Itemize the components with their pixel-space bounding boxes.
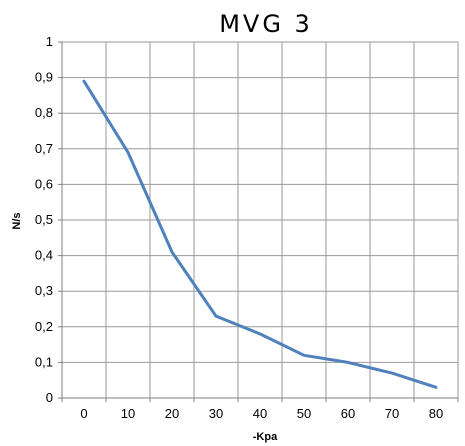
y-axis-label: N/s bbox=[11, 212, 23, 229]
x-tick-label: 60 bbox=[341, 406, 355, 421]
x-tick-label: 70 bbox=[385, 406, 399, 421]
x-tick-label: 10 bbox=[121, 406, 135, 421]
y-tick-label: 0,8 bbox=[35, 105, 53, 120]
y-tick-label: 0,1 bbox=[35, 354, 53, 369]
x-tick-label: 20 bbox=[165, 406, 179, 421]
grid bbox=[62, 41, 459, 398]
y-tick-label: 0,2 bbox=[35, 319, 53, 334]
y-tick-label: 0,4 bbox=[35, 248, 53, 263]
y-tick-label: 0,9 bbox=[35, 70, 53, 85]
y-tick-label: 0,5 bbox=[35, 212, 53, 227]
y-tick-label: 0 bbox=[46, 390, 53, 405]
y-tick-label: 1 bbox=[46, 34, 53, 49]
x-tick-label: 30 bbox=[209, 406, 223, 421]
y-tick-label: 0,6 bbox=[35, 176, 53, 191]
series-group bbox=[82, 79, 438, 389]
x-tick-label: 40 bbox=[253, 406, 267, 421]
y-tick-label: 0,7 bbox=[35, 141, 53, 156]
x-tick-label: 80 bbox=[429, 406, 443, 421]
axes bbox=[58, 41, 459, 402]
x-tick-labels: 0 10 20 30 40 50 60 70 80 bbox=[80, 406, 443, 421]
y-tick-label: 0,3 bbox=[35, 283, 53, 298]
chart-title: MVG 3 bbox=[219, 10, 313, 38]
x-tick-label: 50 bbox=[297, 406, 311, 421]
x-tick-label: 0 bbox=[80, 406, 87, 421]
y-tick-labels: 0 0,1 0,2 0,3 0,4 0,5 0,6 0,7 0,8 0,9 1 bbox=[35, 34, 53, 405]
x-axis-label: -Kpa bbox=[253, 431, 278, 443]
series-line bbox=[82, 79, 438, 389]
